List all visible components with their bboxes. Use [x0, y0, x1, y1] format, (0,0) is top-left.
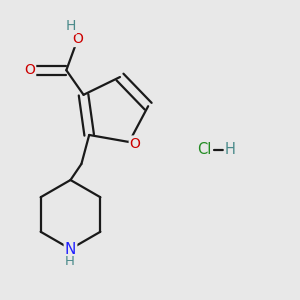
Text: N: N: [65, 242, 76, 256]
Text: H: H: [65, 255, 74, 268]
Text: H: H: [65, 20, 76, 33]
Text: O: O: [130, 136, 141, 151]
Text: O: O: [73, 32, 83, 46]
Text: H: H: [225, 142, 236, 158]
Text: Cl: Cl: [197, 142, 212, 158]
Text: O: O: [24, 63, 35, 77]
